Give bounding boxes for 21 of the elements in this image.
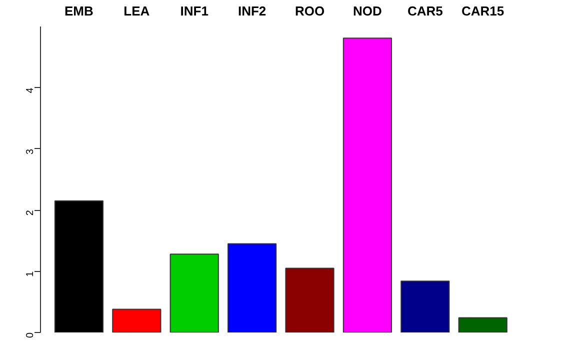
bar	[342, 38, 392, 332]
bar	[285, 268, 334, 332]
y-tick-label: 4	[25, 87, 36, 94]
bar	[170, 254, 219, 332]
y-tick-label: 3	[25, 148, 36, 154]
bar	[228, 243, 277, 332]
y-tick-label: 1	[25, 270, 36, 277]
x-tick-label: EMB	[64, 4, 94, 18]
y-tick-label: 0	[25, 332, 36, 338]
bar	[400, 280, 450, 332]
x-tick-label: CAR15	[462, 4, 504, 18]
x-tick-label: ROO	[294, 4, 325, 18]
x-tick-label: LEA	[124, 4, 150, 18]
y-tick-label: 2	[25, 210, 36, 216]
bar	[54, 200, 104, 332]
x-tick-label: INF1	[180, 4, 208, 18]
bar	[112, 308, 162, 332]
x-tick-label: NOD	[353, 4, 382, 18]
x-tick-label: INF2	[238, 4, 266, 18]
bar	[458, 317, 508, 332]
x-tick-label: CAR5	[407, 4, 443, 18]
